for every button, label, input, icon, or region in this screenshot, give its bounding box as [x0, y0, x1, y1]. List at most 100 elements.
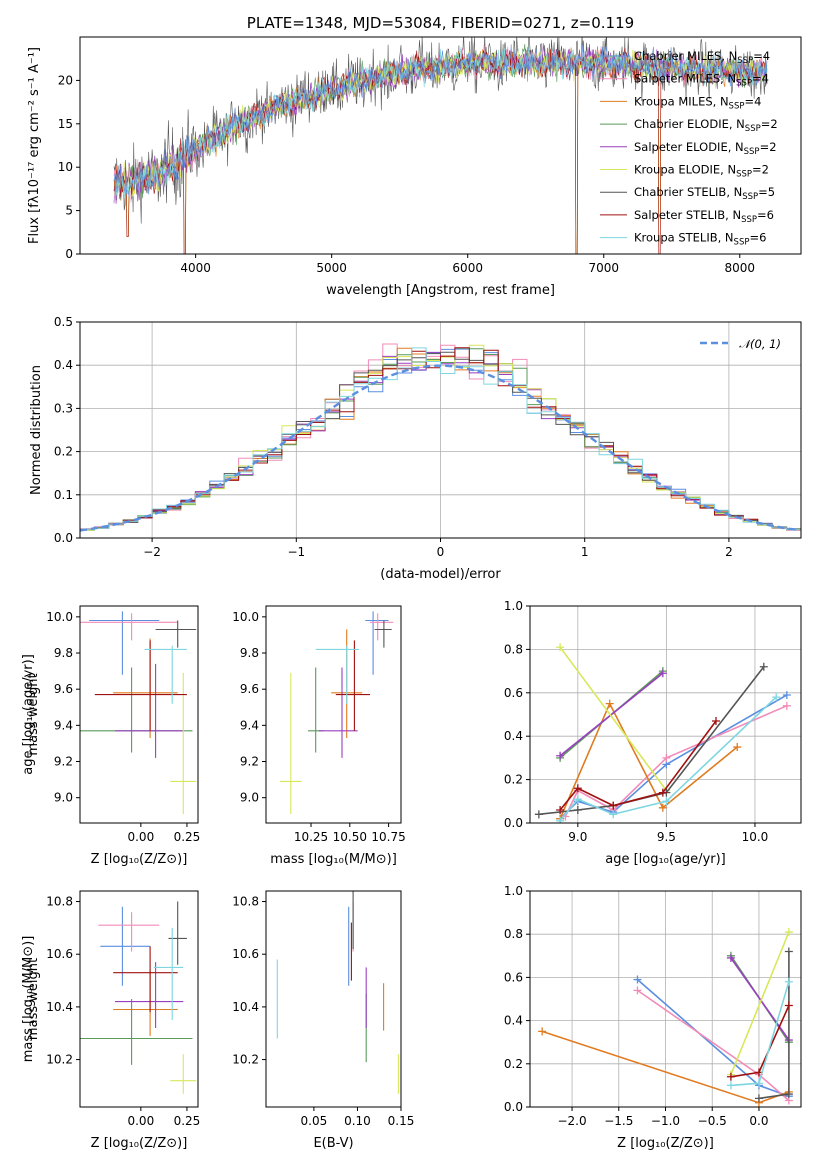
weight-marker — [633, 986, 642, 995]
x-tick-label: 2 — [725, 545, 733, 559]
weight-marker — [733, 743, 742, 752]
y-tick-label: 0.2 — [54, 445, 73, 459]
weight-marker — [633, 975, 642, 984]
y-tick-label: 10.0 — [46, 610, 73, 624]
weight-marker — [754, 1094, 763, 1103]
x-tick-label: 0.25 — [174, 1114, 201, 1128]
y-tick-label: 0.2 — [504, 1057, 523, 1071]
weight-marker — [726, 953, 735, 962]
errorbar-point — [80, 999, 193, 1065]
legend-entry-sub: SSP — [736, 79, 752, 89]
legend-entry-value: =2 — [760, 140, 777, 154]
x-tick-label: 1 — [581, 545, 589, 559]
legend: 𝒩(0, 1) — [700, 337, 781, 351]
errorbar-point — [100, 906, 151, 986]
y-tick-label: 9.0 — [240, 791, 259, 805]
legend-entry: Chabrier STELIB, NSSP=5 — [634, 185, 775, 202]
x-tick-label: 0.05 — [301, 1114, 328, 1128]
errorbar-point — [144, 645, 187, 704]
legend-entry-name: Kroupa MILES, N — [634, 94, 729, 108]
y-tick-label: 0.6 — [504, 686, 523, 700]
weight-marker — [782, 690, 791, 699]
weight-marker — [784, 1001, 793, 1010]
legend-entry-name: Kroupa STELIB, N — [634, 231, 734, 245]
weight-marker — [782, 701, 791, 710]
panel-5: 0.00 0.25 10.2 10.4 10.6 10.8 Z [log₁₀(Z/Z⊙)] m… — [21, 890, 201, 1151]
x-axis-label: age [log₁₀(age/yr)] — [605, 852, 726, 867]
weight-marker — [573, 784, 582, 793]
y-tick-label: 9.0 — [54, 791, 73, 805]
weight-series — [758, 951, 790, 1100]
legend-entry: Chabrier MILES, NSSP=4 — [634, 49, 770, 66]
normal-curve — [80, 364, 799, 532]
legend-entry: 𝒩(0, 1) — [739, 337, 781, 351]
x-tick-label: −1.5 — [604, 1114, 633, 1128]
x-axis-label: (data-model)/error — [380, 567, 501, 582]
x-tick-label: 0.15 — [388, 1114, 415, 1128]
panel-3: 10.25 10.50 10.75 9.0 9.2 9.4 9.6 9.8 10.0 mass [… — [232, 605, 406, 867]
x-tick-label: 6000 — [452, 261, 483, 275]
errorbar-point — [115, 663, 184, 758]
errorbar-point — [168, 901, 187, 965]
errorbar-point — [80, 667, 193, 753]
x-tick-label: 7000 — [588, 261, 619, 275]
weight-marker — [658, 788, 667, 797]
legend-entry: Kroupa ELODIE, NSSP=2 — [634, 163, 769, 180]
chart-title: PLATE=1348, MJD=53084, FIBERID=0271, z=0… — [247, 14, 634, 32]
errorbar-point — [115, 962, 184, 1028]
y-tick-label: 9.6 — [54, 682, 73, 696]
weight-series — [730, 1005, 790, 1078]
y-tick-label: 10.0 — [232, 610, 259, 624]
weight-marker — [784, 947, 793, 956]
y-tick-label: 1.0 — [504, 599, 523, 613]
y-axis-label: Flux [fλ10⁻¹⁷ erg cm⁻² s⁻¹ A⁻¹] — [27, 47, 42, 244]
y-tick-label: 0.8 — [504, 642, 523, 656]
x-tick-label: 9.5 — [657, 830, 676, 844]
errorbar-point — [113, 946, 178, 1013]
y-tick-label: 9.6 — [240, 682, 259, 696]
axes-frame — [79, 605, 199, 824]
y-tick-label: 0.4 — [54, 358, 73, 372]
weight-series — [564, 705, 788, 817]
weight-marker — [573, 805, 582, 814]
x-tick-label: 10.0 — [742, 830, 769, 844]
legend-entry-value: =6 — [757, 208, 774, 222]
y-axis-label: mass weight — [26, 958, 41, 1040]
y-tick-label: 0.0 — [504, 816, 523, 830]
legend-entry-sub: SSP — [745, 124, 761, 134]
errorbar-point — [170, 672, 197, 814]
panel-6: 0.05 0.10 0.15 10.2 10.4 10.6 10.8 E(B-V) — [232, 890, 415, 1151]
weight-series — [559, 646, 668, 791]
y-tick-label: 10.2 — [232, 1053, 259, 1067]
y-tick-label: 1.0 — [504, 884, 523, 898]
x-tick-label: 0 — [437, 545, 445, 559]
errorbar-point — [374, 620, 392, 648]
legend-entry-sub: SSP — [737, 56, 753, 66]
panel-4: 9.0 9.5 10.0 0.0 0.2 0.4 0.6 0.8 1.0 age [log₁₀(a… — [26, 599, 802, 867]
legend-entry-name: Chabrier ELODIE, N — [634, 117, 745, 131]
legend-entry-value: =4 — [753, 49, 770, 63]
legend-entry-name: Kroupa ELODIE, N — [634, 163, 736, 177]
plot-area — [80, 343, 801, 532]
x-tick-label: −2 — [143, 545, 161, 559]
weight-marker — [784, 1090, 793, 1099]
plot-area — [113, 37, 768, 254]
x-tick-label: 0.00 — [127, 830, 154, 844]
x-tick-label: 0.10 — [344, 1114, 371, 1128]
weight-series — [730, 957, 790, 1041]
weight-marker — [556, 751, 565, 760]
y-tick-label: 10.8 — [232, 895, 259, 909]
y-axis-label: mass weight — [26, 673, 41, 755]
plot-area — [80, 901, 197, 1094]
spectrum-series — [113, 44, 768, 198]
legend-entry-value: =4 — [744, 94, 761, 108]
weight-marker — [726, 1081, 735, 1090]
y-tick-label: 20 — [58, 73, 73, 87]
y-tick-label: 10.6 — [46, 947, 73, 961]
y-tick-label: 15 — [58, 117, 73, 131]
weight-series — [730, 931, 790, 1075]
axes-frame — [529, 890, 802, 1108]
weight-marker — [784, 928, 793, 937]
panel-7: −2.0 −1.5 −1.0 −0.5 0.0 0.0 0.2 0.4 0.6 0.8 1.0 Z [… — [26, 884, 802, 1151]
x-tick-label: 8000 — [725, 261, 756, 275]
